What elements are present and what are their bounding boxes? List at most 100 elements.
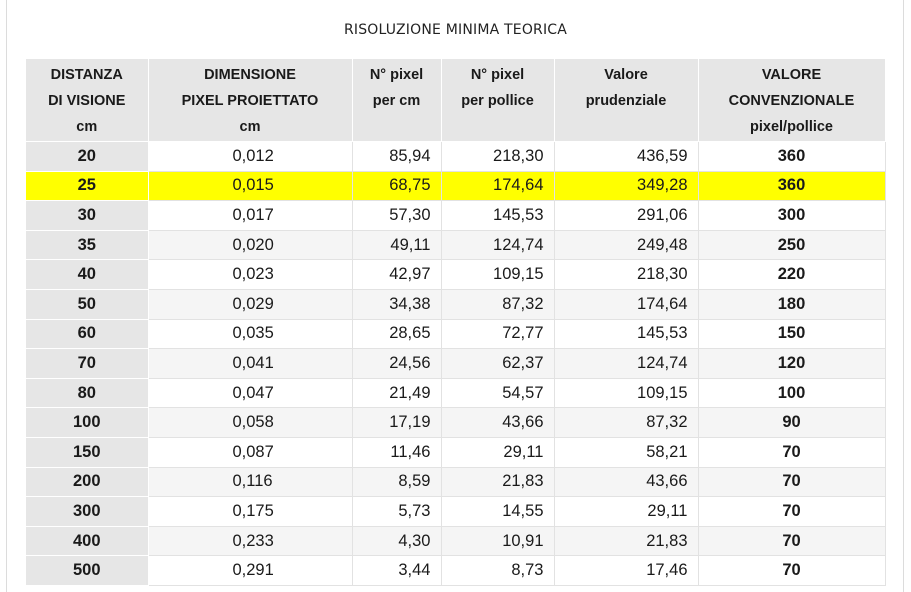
cell-pixels-per-inch: 10,91	[441, 526, 555, 557]
cell-pixels-per-inch: 174,64	[441, 171, 555, 202]
header-pixel-size: DIMENSIONE PIXEL PROIETTATO cm	[148, 59, 353, 142]
cell-distance: 400	[26, 526, 149, 557]
cell-conventional-value: 70	[698, 555, 886, 586]
cell-conventional-value: 70	[698, 526, 886, 557]
cell-pixels-per-cm: 11,46	[352, 437, 442, 468]
cell-conventional-value: 150	[698, 319, 886, 350]
cell-distance: 100	[26, 407, 149, 438]
table-row: 150 0,087 11,46 29,11 58,21 70	[26, 437, 886, 468]
cell-pixels-per-cm: 4,30	[352, 526, 442, 557]
cell-pixels-per-inch: 109,15	[441, 259, 555, 290]
cell-pixels-per-cm: 42,97	[352, 259, 442, 290]
cell-pixel-size: 0,015	[148, 171, 353, 202]
cell-pixels-per-cm: 3,44	[352, 555, 442, 586]
header-pixels-per-cm: N° pixel per cm	[352, 59, 442, 142]
cell-prudential-value: 249,48	[554, 230, 699, 261]
cell-pixel-size: 0,047	[148, 378, 353, 409]
cell-distance: 20	[26, 141, 149, 172]
cell-distance: 35	[26, 230, 149, 261]
cell-pixels-per-cm: 21,49	[352, 378, 442, 409]
cell-conventional-value: 120	[698, 348, 886, 379]
cell-conventional-value: 70	[698, 437, 886, 468]
cell-pixel-size: 0,058	[148, 407, 353, 438]
cell-prudential-value: 58,21	[554, 437, 699, 468]
cell-pixels-per-cm: 17,19	[352, 407, 442, 438]
cell-conventional-value: 70	[698, 467, 886, 498]
cell-pixel-size: 0,023	[148, 259, 353, 290]
cell-conventional-value: 220	[698, 259, 886, 290]
header-distance: DISTANZA DI VISIONE cm	[26, 59, 149, 142]
table-row: 30 0,017 57,30 145,53 291,06 300	[26, 200, 886, 231]
cell-pixels-per-inch: 62,37	[441, 348, 555, 379]
cell-conventional-value: 360	[698, 171, 886, 202]
cell-pixels-per-inch: 87,32	[441, 289, 555, 320]
cell-pixel-size: 0,012	[148, 141, 353, 172]
cell-pixels-per-inch: 29,11	[441, 437, 555, 468]
cell-pixel-size: 0,291	[148, 555, 353, 586]
cell-distance: 40	[26, 259, 149, 290]
cell-pixels-per-cm: 24,56	[352, 348, 442, 379]
table-row: 300 0,175 5,73 14,55 29,11 70	[26, 496, 886, 527]
content-frame	[6, 0, 904, 592]
cell-pixels-per-inch: 43,66	[441, 407, 555, 438]
cell-conventional-value: 100	[698, 378, 886, 409]
cell-pixels-per-cm: 8,59	[352, 467, 442, 498]
cell-distance: 500	[26, 555, 149, 586]
cell-distance: 70	[26, 348, 149, 379]
table-row: 35 0,020 49,11 124,74 249,48 250	[26, 230, 886, 261]
cell-pixels-per-cm: 57,30	[352, 200, 442, 231]
table-row: 50 0,029 34,38 87,32 174,64 180	[26, 289, 886, 320]
resolution-table: DISTANZA DI VISIONE cm DIMENSIONE PIXEL …	[26, 59, 886, 586]
page-title: RISOLUZIONE MINIMA TEORICA	[343, 22, 568, 38]
table-row: 80 0,047 21,49 54,57 109,15 100	[26, 378, 886, 409]
cell-prudential-value: 218,30	[554, 259, 699, 290]
cell-conventional-value: 70	[698, 496, 886, 527]
cell-pixel-size: 0,041	[148, 348, 353, 379]
cell-prudential-value: 87,32	[554, 407, 699, 438]
cell-pixel-size: 0,233	[148, 526, 353, 557]
cell-distance: 60	[26, 319, 149, 350]
cell-pixel-size: 0,020	[148, 230, 353, 261]
table-row: 70 0,041 24,56 62,37 124,74 120	[26, 348, 886, 379]
cell-distance: 150	[26, 437, 149, 468]
table-row: 60 0,035 28,65 72,77 145,53 150	[26, 319, 886, 350]
cell-prudential-value: 21,83	[554, 526, 699, 557]
table-row: 100 0,058 17,19 43,66 87,32 90	[26, 407, 886, 438]
table-row: 200 0,116 8,59 21,83 43,66 70	[26, 467, 886, 498]
cell-pixel-size: 0,017	[148, 200, 353, 231]
cell-conventional-value: 360	[698, 141, 886, 172]
cell-pixels-per-inch: 14,55	[441, 496, 555, 527]
cell-pixels-per-cm: 34,38	[352, 289, 442, 320]
cell-pixel-size: 0,029	[148, 289, 353, 320]
header-conventional-value: VALORE CONVENZIONALE pixel/pollice	[698, 59, 886, 142]
cell-pixels-per-inch: 21,83	[441, 467, 555, 498]
cell-prudential-value: 349,28	[554, 171, 699, 202]
cell-pixel-size: 0,087	[148, 437, 353, 468]
cell-pixels-per-inch: 54,57	[441, 378, 555, 409]
table-row: 400 0,233 4,30 10,91 21,83 70	[26, 526, 886, 557]
cell-pixel-size: 0,035	[148, 319, 353, 350]
cell-conventional-value: 180	[698, 289, 886, 320]
cell-prudential-value: 145,53	[554, 319, 699, 350]
cell-distance: 200	[26, 467, 149, 498]
table-body: 20 0,012 85,94 218,30 436,59 360 25 0,015 68,75 1…	[26, 141, 886, 586]
table-row: 20 0,012 85,94 218,30 436,59 360	[26, 141, 886, 172]
cell-prudential-value: 436,59	[554, 141, 699, 172]
cell-pixel-size: 0,116	[148, 467, 353, 498]
table-row: 25 0,015 68,75 174,64 349,28 360	[26, 171, 886, 202]
cell-pixels-per-cm: 28,65	[352, 319, 442, 350]
header-row: DISTANZA DI VISIONE cm DIMENSIONE PIXEL …	[26, 59, 886, 142]
cell-distance: 80	[26, 378, 149, 409]
cell-conventional-value: 300	[698, 200, 886, 231]
table-row: 500 0,291 3,44 8,73 17,46 70	[26, 555, 886, 586]
cell-pixels-per-inch: 72,77	[441, 319, 555, 350]
cell-prudential-value: 109,15	[554, 378, 699, 409]
cell-pixels-per-cm: 5,73	[352, 496, 442, 527]
cell-pixels-per-cm: 49,11	[352, 230, 442, 261]
table-row: 40 0,023 42,97 109,15 218,30 220	[26, 259, 886, 290]
header-prudential-value: Valore prudenziale	[554, 59, 699, 142]
cell-prudential-value: 17,46	[554, 555, 699, 586]
cell-pixels-per-cm: 68,75	[352, 171, 442, 202]
cell-pixels-per-inch: 145,53	[441, 200, 555, 231]
cell-pixels-per-cm: 85,94	[352, 141, 442, 172]
